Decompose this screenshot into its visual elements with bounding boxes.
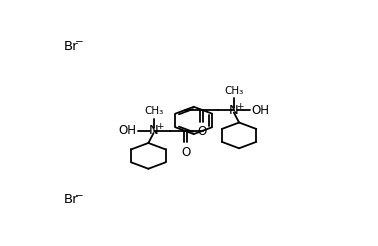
Text: +: + [236, 102, 243, 111]
Text: Br: Br [64, 40, 78, 53]
Text: −: − [75, 191, 84, 201]
Text: O: O [197, 125, 206, 138]
Text: OH: OH [118, 124, 136, 137]
Text: OH: OH [251, 104, 270, 117]
Text: N: N [229, 104, 239, 117]
Text: +: + [156, 122, 163, 131]
Text: Br: Br [64, 194, 78, 206]
Text: O: O [181, 146, 191, 159]
Text: CH₃: CH₃ [224, 86, 243, 96]
Text: −: − [75, 37, 84, 47]
Text: N: N [149, 124, 158, 137]
Text: CH₃: CH₃ [144, 107, 163, 116]
